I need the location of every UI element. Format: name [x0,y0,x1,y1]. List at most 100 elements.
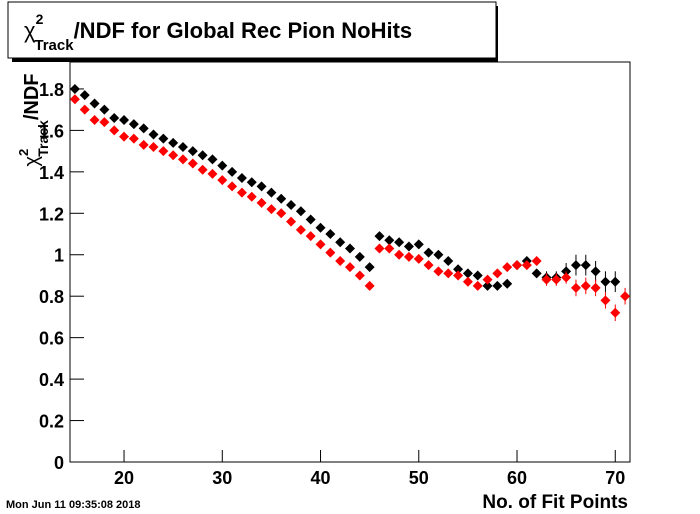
data-point [364,280,375,291]
data-point [453,264,464,275]
data-point [364,262,375,273]
data-point [158,133,169,144]
data-point [79,104,90,115]
data-point [119,131,130,142]
data-point [384,235,395,246]
data-point [89,98,100,109]
data-point [590,282,601,293]
y-tick-label: 0.4 [39,370,64,390]
data-point [236,173,247,184]
data-point [276,193,287,204]
data-point [69,83,80,94]
y-tick-label: 0.2 [39,412,64,432]
x-tick-label: 20 [114,468,134,488]
x-tick-label: 50 [409,468,429,488]
data-point [325,247,336,258]
y-tick-label: 0.8 [39,287,64,307]
data-point [354,270,365,281]
data-point [433,249,444,260]
data-point [561,272,572,283]
data-point [315,222,326,233]
data-point [482,274,493,285]
plot-area: 0 0.2 0.4 0.6 0.8 1 1.2 1.4 1.6 1.8 20 30 40 50 60 70 [39,61,631,488]
data-point [256,197,267,208]
data-point [472,280,483,291]
data-point [512,260,523,271]
y-label-sup: 2 [16,149,31,156]
data-point [246,177,257,188]
data-point [600,295,611,306]
data-point [148,129,159,140]
data-point [89,115,100,126]
data-point [266,204,277,215]
title-box [7,1,497,59]
data-point [286,200,297,211]
data-point [158,146,169,157]
data-point [79,90,90,101]
data-point [403,251,414,262]
y-tick-label: 1.6 [39,121,64,141]
data-point [570,282,581,293]
data-point [443,268,454,279]
data-point [335,237,346,248]
data-point [462,276,473,287]
data-point [207,168,218,179]
data-point [502,262,513,273]
x-tick-label: 40 [311,468,331,488]
data-point [433,266,444,277]
title-sup: 2 [36,11,44,27]
data-point [345,262,355,273]
y-tick-label: 1 [54,246,64,266]
data-point [325,229,336,240]
title-sub: Track [34,37,74,54]
y-tick-label: 1.2 [39,204,64,224]
data-point [610,307,621,318]
data-point [99,117,110,128]
data-point [187,146,198,157]
y-tick-label: 1.4 [39,163,64,183]
data-point [207,154,218,165]
y-label-text: /NDF [21,74,43,121]
data-point [256,181,267,192]
data-point [394,237,405,248]
data-point [109,125,120,136]
y-label-symbol: χ [21,156,43,167]
data-point [620,291,631,302]
data-point [177,154,188,165]
data-point [168,137,179,148]
y-tick-label: 0 [54,453,64,473]
data-point [177,141,188,152]
data-point [374,243,385,254]
data-point [492,280,503,291]
y-tick-label: 0.6 [39,329,64,349]
data-point [305,214,316,225]
data-point [286,216,297,227]
data-point [482,280,493,291]
data-point [384,243,395,254]
data-point [423,260,434,271]
data-point [119,115,130,126]
data-point [138,139,149,150]
data-point [148,141,159,152]
data-point [570,260,581,271]
data-point [246,191,257,202]
data-point [295,206,306,217]
timestamp: Mon Jun 11 09:35:08 2018 [6,499,141,511]
data-point [374,231,385,242]
data-point [99,104,110,115]
data-point [276,208,287,219]
data-point [580,260,591,271]
data-point [590,266,601,277]
data-point [197,164,208,175]
data-point [128,119,139,130]
y-label-sub: Track [35,120,51,157]
data-point [69,94,80,105]
x-axis-label: No. of Fit Points [482,492,628,513]
data-point [227,166,238,177]
data-point [462,268,473,279]
data-point [413,253,424,264]
data-point [217,160,228,171]
title-symbol: χ [24,18,36,43]
